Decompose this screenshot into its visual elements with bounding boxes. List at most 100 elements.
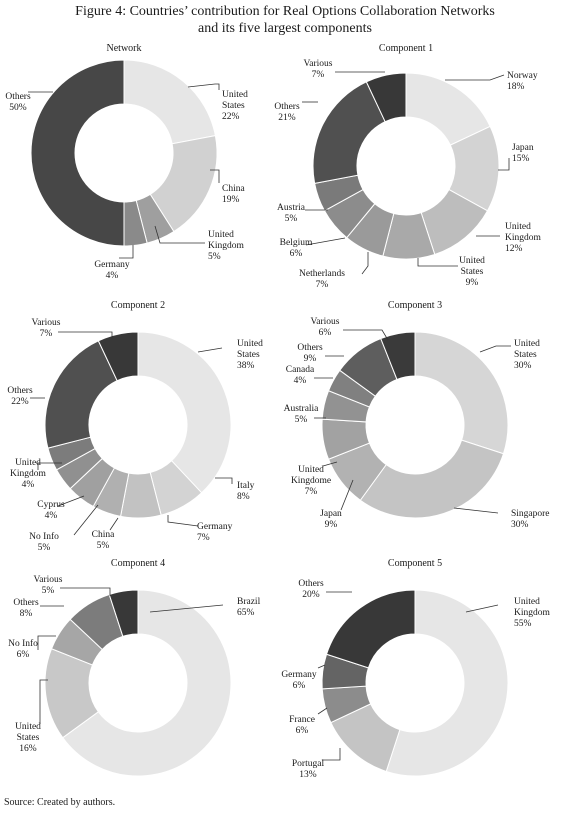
slice-label-united-kingdom: United Kingdom 55% — [514, 597, 551, 629]
leader-line-japan — [498, 158, 510, 171]
leader-line-germany — [317, 664, 326, 669]
slice-label-united-states: United States 22% — [222, 90, 248, 122]
leader-line-united-kingdome — [322, 461, 338, 467]
slice-label-united-kingdom: United Kingdom 4% — [10, 458, 47, 490]
leader-line-brazil — [149, 604, 224, 613]
leader-line-united-kingdom — [465, 604, 499, 613]
slice-percent-singapore: 30% — [511, 520, 529, 530]
slice-label-line: No Info — [8, 638, 38, 649]
slice-label-others: Others 8% — [13, 598, 39, 619]
slice-label-china: China 5% — [92, 530, 115, 551]
slice-label-line: United — [514, 339, 540, 349]
slice-percent-portugal: 13% — [299, 770, 317, 780]
leader-line-china — [109, 517, 119, 531]
slice-percent-united-kingdom: 55% — [514, 619, 532, 629]
slice-label-line: States — [514, 350, 537, 360]
slice-label-line: Singapore — [511, 509, 550, 519]
slice-percent-no-info: 6% — [17, 650, 30, 660]
slice-label-germany: Germany 6% — [281, 670, 317, 691]
leader-line-singapore — [453, 507, 499, 514]
slice-percent-united-states: 30% — [514, 361, 532, 371]
slice-others — [325, 589, 416, 669]
leader-line-france — [317, 707, 328, 715]
slice-percent-netherlands: 7% — [316, 280, 329, 290]
donut-chart-component-4: Component 4 Brazil 65% United States 16% No In… — [8, 558, 261, 777]
slice-label-line: Norway — [507, 71, 538, 81]
leader-line-no-info — [37, 635, 56, 650]
slice-label-line: Netherlands — [299, 269, 345, 279]
slice-label-line: Kingdom — [10, 469, 47, 479]
leader-line-italy — [215, 477, 233, 484]
leader-line-cyprus — [57, 495, 85, 507]
slice-label-line: United — [15, 722, 41, 732]
slice-label-line: Brazil — [237, 597, 261, 607]
slice-label-line: Portugal — [292, 759, 325, 769]
slice-percent-germany: 6% — [293, 681, 306, 691]
slice-label-various: Various 7% — [31, 318, 60, 339]
slice-percent-others: 22% — [11, 397, 29, 407]
chart-title: Component 2 — [111, 300, 165, 311]
leader-line-united-states — [197, 347, 223, 353]
slice-label-line: Germany — [281, 670, 317, 680]
slice-label-various: Various 6% — [310, 317, 339, 338]
slice-others — [30, 59, 125, 247]
slice-percent-various: 5% — [42, 586, 55, 596]
slice-label-norway: Norway 18% — [507, 71, 538, 92]
slice-label-line: Germany — [94, 260, 130, 270]
slice-various — [365, 72, 407, 123]
slice-label-germany: Germany 7% — [197, 522, 233, 543]
slice-label-line: United — [505, 222, 531, 232]
slice-percent-united-kingdom: 4% — [22, 480, 35, 490]
slice-percent-others: 9% — [304, 354, 317, 364]
slice-percent-no-info: 5% — [38, 543, 51, 553]
chart-title: Component 5 — [388, 558, 442, 569]
slice-label-no-info: No Info 5% — [29, 531, 59, 553]
slice-label-line: States — [17, 733, 40, 743]
leader-line-germany — [167, 515, 199, 527]
slice-label-line: Belgium — [280, 238, 313, 248]
slice-label-line: Germany — [197, 522, 233, 532]
slice-percent-italy: 8% — [237, 492, 250, 502]
leader-line-united-kingdom — [37, 462, 62, 470]
slice-label-united-kingdom: United Kingdom 12% — [505, 222, 542, 254]
slice-label-line: United — [208, 230, 234, 240]
slice-label-netherlands: Netherlands 7% — [299, 269, 345, 290]
slice-label-line: United — [514, 597, 540, 607]
slice-label-line: Others — [5, 92, 31, 102]
slice-label-line: Others — [298, 579, 324, 589]
chart-title: Component 4 — [111, 558, 165, 569]
slice-label-france: France 6% — [289, 715, 315, 736]
slice-percent-united-states: 9% — [466, 278, 479, 288]
slice-label-line: Italy — [237, 481, 255, 491]
slice-label-united-states: United States 16% — [15, 722, 41, 754]
slice-label-line: Kingdom — [208, 241, 245, 251]
slice-label-line: China — [222, 184, 245, 194]
slice-percent-france: 6% — [296, 726, 309, 736]
leader-line-germany — [119, 245, 134, 259]
slice-label-no-info: No Info 6% — [8, 638, 38, 660]
slice-label-line: Austria — [277, 203, 306, 213]
slice-label-belgium: Belgium 6% — [280, 238, 313, 259]
slice-percent-others: 20% — [302, 590, 320, 600]
slice-label-canada: Canada 4% — [286, 365, 315, 386]
slice-label-germany: Germany 4% — [94, 260, 130, 281]
slice-percent-canada: 4% — [294, 376, 307, 386]
slice-label-china: China 19% — [222, 184, 245, 205]
slice-percent-others: 50% — [9, 103, 27, 113]
slice-label-others: Others 9% — [297, 343, 323, 364]
slice-label-line: Various — [303, 59, 332, 69]
slice-percent-belgium: 6% — [290, 249, 303, 259]
slice-label-united-kingdome: United Kingdome 7% — [291, 465, 331, 497]
slice-percent-others: 8% — [20, 609, 33, 619]
slice-label-cyprus: Cyprus 4% — [37, 500, 65, 521]
slice-label-line: Japan — [320, 509, 342, 519]
slice-label-line: Kingdom — [514, 608, 551, 618]
slice-brazil — [62, 589, 232, 777]
slice-percent-china: 5% — [97, 541, 110, 551]
slice-label-various: Various 7% — [303, 59, 332, 80]
slice-percent-various: 6% — [319, 328, 332, 338]
slice-label-line: United — [459, 256, 485, 266]
